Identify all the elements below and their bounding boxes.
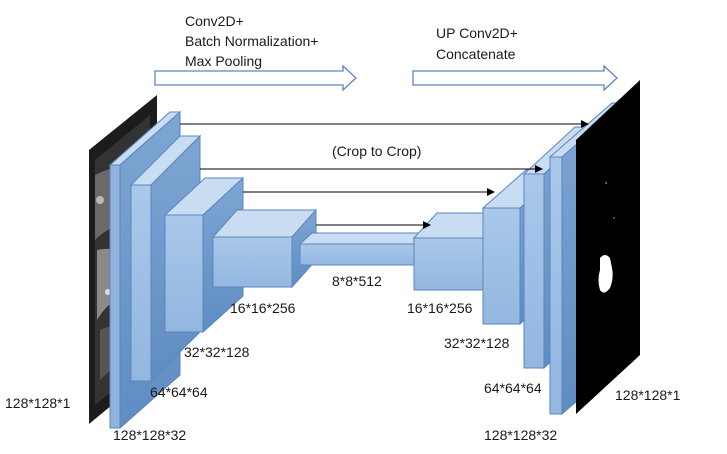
encoder-label-32x32x128: 32*32*128 bbox=[184, 344, 250, 360]
encoder-header-line-3: Max Pooling bbox=[185, 53, 262, 69]
encoder-header-line-2: Batch Normalization+ bbox=[185, 33, 318, 49]
output-size-label: 128*128*1 bbox=[615, 387, 681, 403]
skip-connections bbox=[180, 120, 589, 229]
decoder-label-64x64x64: 64*64*64 bbox=[484, 380, 542, 396]
decoder-label-128x128x32: 128*128*32 bbox=[484, 427, 557, 443]
input-size-label: 128*128*1 bbox=[5, 395, 71, 411]
decoder-header-line-2: Concatenate bbox=[436, 46, 516, 62]
decoder-label-16x16x256: 16*16*256 bbox=[407, 300, 473, 316]
decoder-direction-arrow bbox=[412, 64, 618, 92]
encoder-block-16x16x256 bbox=[211, 208, 318, 289]
encoder-direction-arrow bbox=[154, 64, 357, 92]
encoder-label-64x64x64: 64*64*64 bbox=[150, 384, 208, 400]
encoder-header: Conv2D+ Batch Normalization+ Max Pooling bbox=[185, 13, 318, 69]
encoder-label-16x16x256: 16*16*256 bbox=[230, 300, 296, 316]
segmentation-mask-image bbox=[576, 80, 640, 414]
decoder-header-line-1: UP Conv2D+ bbox=[436, 25, 518, 41]
encoder-label-128x128x32: 128*128*32 bbox=[113, 427, 186, 443]
skip-label: (Crop to Crop) bbox=[332, 143, 421, 159]
decoder-header: UP Conv2D+ Concatenate bbox=[436, 25, 518, 62]
decoder-label-32x32x128: 32*32*128 bbox=[444, 335, 510, 351]
encoder-header-line-1: Conv2D+ bbox=[185, 13, 244, 29]
bottleneck-block-8x8x512 bbox=[298, 231, 430, 267]
bottleneck-label: 8*8*512 bbox=[332, 273, 382, 289]
